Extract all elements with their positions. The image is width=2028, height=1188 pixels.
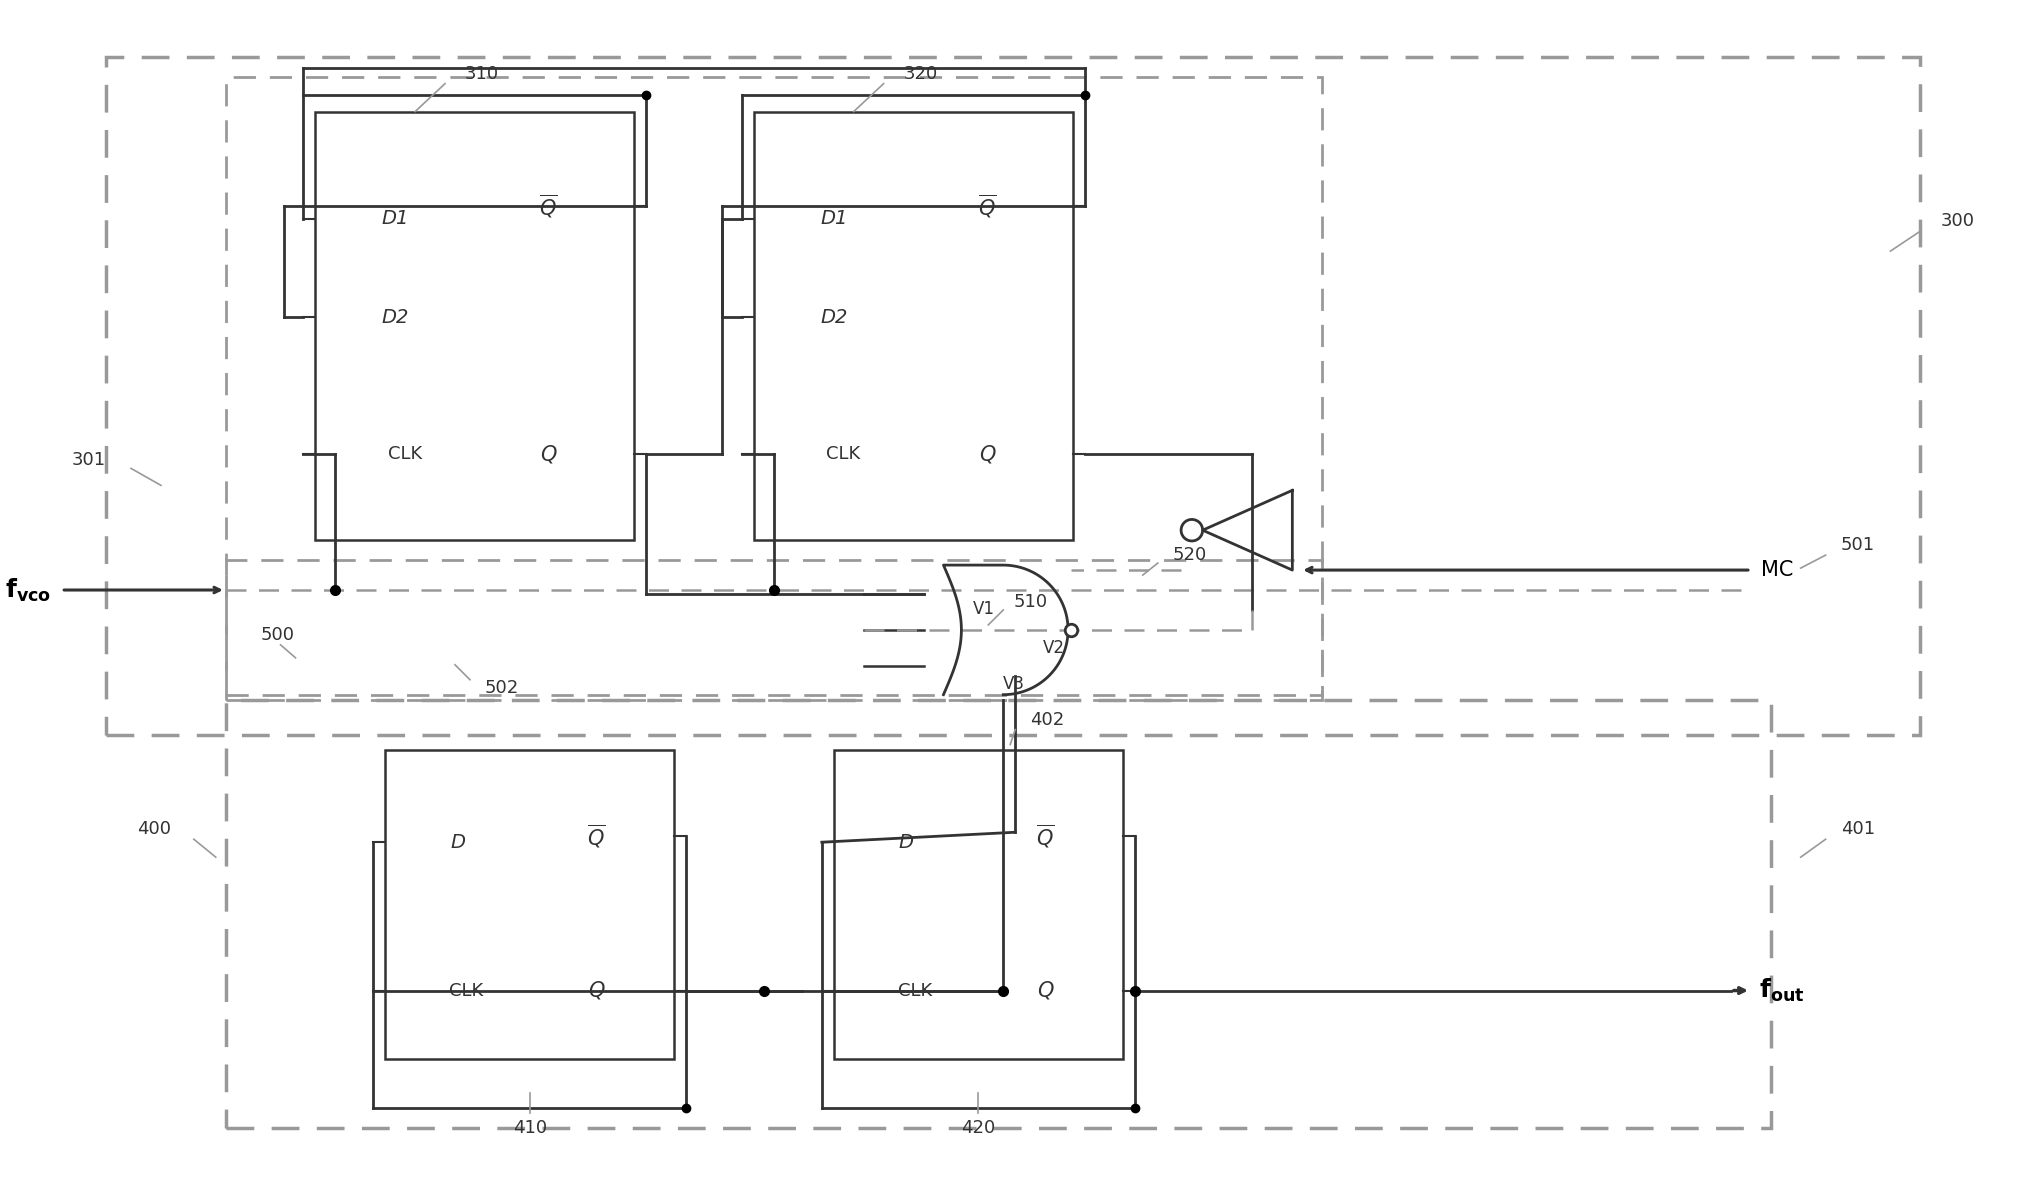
Text: 320: 320 — [904, 64, 937, 83]
Text: Q: Q — [980, 444, 996, 465]
Text: V2: V2 — [1042, 639, 1065, 657]
Text: 501: 501 — [1841, 536, 1874, 554]
Text: D1: D1 — [819, 209, 848, 228]
Text: CLK: CLK — [387, 446, 422, 463]
Text: $\overline{Q}$: $\overline{Q}$ — [586, 822, 606, 849]
Text: 401: 401 — [1841, 820, 1874, 839]
Text: 402: 402 — [1030, 710, 1065, 728]
Text: 500: 500 — [262, 626, 294, 644]
Text: CLK: CLK — [448, 981, 483, 999]
Text: $\overline{Q}$: $\overline{Q}$ — [539, 192, 558, 220]
Text: 400: 400 — [138, 820, 170, 839]
Text: 410: 410 — [513, 1119, 548, 1137]
Text: D2: D2 — [819, 308, 848, 327]
Text: Q: Q — [539, 444, 556, 465]
Text: 510: 510 — [1014, 593, 1046, 611]
Text: 520: 520 — [1172, 546, 1207, 564]
Text: Q: Q — [588, 980, 604, 1000]
Text: 300: 300 — [1941, 213, 1975, 230]
Text: 502: 502 — [485, 678, 519, 696]
Text: V1: V1 — [973, 600, 996, 618]
Text: CLK: CLK — [825, 446, 860, 463]
Text: $\mathbf{f_{out}}$: $\mathbf{f_{out}}$ — [1758, 977, 1805, 1004]
Text: V3: V3 — [1004, 675, 1026, 693]
Text: $\overline{Q}$: $\overline{Q}$ — [977, 192, 996, 220]
Text: Q: Q — [1036, 980, 1053, 1000]
Text: CLK: CLK — [898, 981, 933, 999]
Text: D1: D1 — [381, 209, 410, 228]
Text: $\mathbf{f_{vco}}$: $\mathbf{f_{vco}}$ — [6, 576, 51, 604]
Text: $\overline{Q}$: $\overline{Q}$ — [1036, 822, 1055, 849]
Text: 420: 420 — [961, 1119, 996, 1137]
Text: D2: D2 — [381, 308, 410, 327]
Text: 310: 310 — [464, 64, 499, 83]
Text: MC: MC — [1760, 560, 1793, 580]
Text: 301: 301 — [71, 451, 105, 469]
Text: D: D — [898, 833, 913, 852]
Text: D: D — [450, 833, 464, 852]
